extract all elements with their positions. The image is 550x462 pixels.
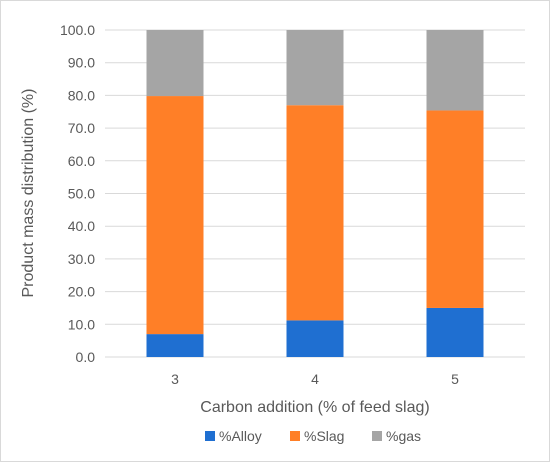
y-tick-label: 60.0	[68, 153, 95, 169]
y-tick-label: 100.0	[60, 22, 95, 38]
y-tick-label: 0.0	[76, 349, 96, 365]
bar-segment-gas	[427, 30, 484, 110]
y-tick-label: 40.0	[68, 218, 95, 234]
x-tick-labels: 3 4 5	[171, 371, 459, 387]
y-tick-label: 80.0	[68, 87, 95, 103]
bar-segment-alloy	[427, 308, 484, 357]
legend-swatch	[290, 431, 300, 441]
x-axis-title: Carbon addition (% of feed slag)	[200, 399, 429, 416]
y-tick-label: 30.0	[68, 251, 95, 267]
bar-segment-gas	[287, 30, 344, 105]
legend-label: %Slag	[304, 428, 344, 444]
x-tick-label: 4	[311, 371, 319, 387]
bars	[147, 30, 484, 357]
y-tick-labels: 0.0 10.0 20.0 30.0 40.0 50.0 60.0 70.0 80.0 90.0 1…	[60, 22, 95, 365]
bar-segment-slag	[147, 96, 204, 334]
bar-segment-slag	[287, 105, 344, 320]
legend-swatch	[205, 431, 215, 441]
bar-segment-alloy	[287, 320, 344, 357]
legend-label: %gas	[386, 428, 421, 444]
y-tick-label: 70.0	[68, 120, 95, 136]
legend-swatch	[372, 431, 382, 441]
y-tick-label: 10.0	[68, 316, 95, 332]
bar-segment-alloy	[147, 334, 204, 357]
y-tick-label: 20.0	[68, 284, 95, 300]
y-axis-title: Product mass distribution (%)	[20, 89, 37, 298]
x-tick-label: 5	[451, 371, 459, 387]
y-tick-label: 90.0	[68, 55, 95, 71]
x-tick-label: 3	[171, 371, 179, 387]
y-tick-label: 50.0	[68, 186, 95, 202]
legend: %Alloy %Slag %gas	[205, 428, 421, 444]
legend-label: %Alloy	[219, 428, 262, 444]
bar-segment-gas	[147, 30, 204, 96]
bar-segment-slag	[427, 110, 484, 308]
